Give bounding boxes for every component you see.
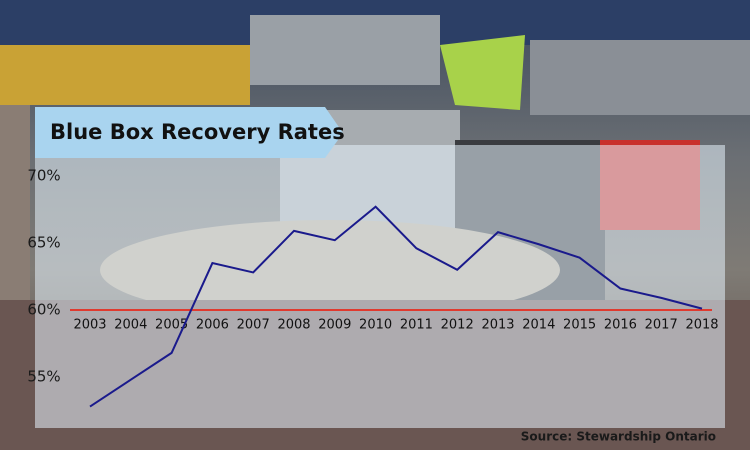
x-tick-label: 2013 — [481, 317, 514, 332]
x-tick-label: 2018 — [685, 317, 718, 332]
x-tick-label: 2011 — [400, 317, 433, 332]
y-tick-label: 65% — [27, 233, 60, 251]
x-tick-label: 2016 — [604, 317, 637, 332]
data-line — [89, 205, 703, 408]
x-tick-label: 2008 — [277, 317, 310, 332]
x-tick-label: 2003 — [73, 317, 106, 332]
x-tick-label: 2017 — [645, 317, 678, 332]
chart-title: Blue Box Recovery Rates — [50, 120, 345, 144]
x-tick-label: 2012 — [441, 317, 474, 332]
y-tick-label: 60% — [27, 300, 60, 318]
x-tick-label: 2009 — [318, 317, 351, 332]
x-tick-label: 2006 — [196, 317, 229, 332]
x-tick-label: 2010 — [359, 317, 392, 332]
x-tick-label: 2007 — [237, 317, 270, 332]
source-note: Source: Stewardship Ontario — [521, 430, 716, 444]
x-tick-label: 2015 — [563, 317, 596, 332]
y-tick-label: 70% — [27, 166, 60, 184]
title-banner — [35, 107, 343, 158]
plot-panel — [35, 145, 725, 428]
x-tick-label: 2014 — [522, 317, 555, 332]
x-tick-label: 2004 — [114, 317, 147, 332]
y-tick-label: 55% — [27, 368, 60, 386]
x-tick-label: 2005 — [155, 317, 188, 332]
